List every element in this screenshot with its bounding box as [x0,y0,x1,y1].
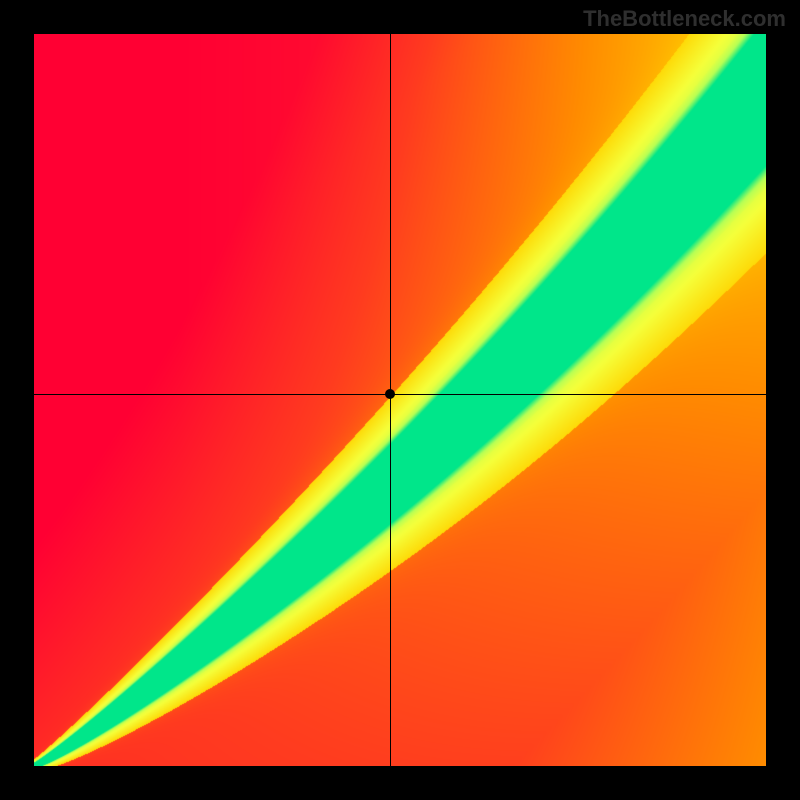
crosshair-horizontal [34,394,766,395]
chart-container: TheBottleneck.com [0,0,800,800]
crosshair-vertical [390,34,391,766]
bottleneck-heatmap [34,34,766,766]
crosshair-marker-dot [385,389,395,399]
watermark-text: TheBottleneck.com [583,6,786,32]
